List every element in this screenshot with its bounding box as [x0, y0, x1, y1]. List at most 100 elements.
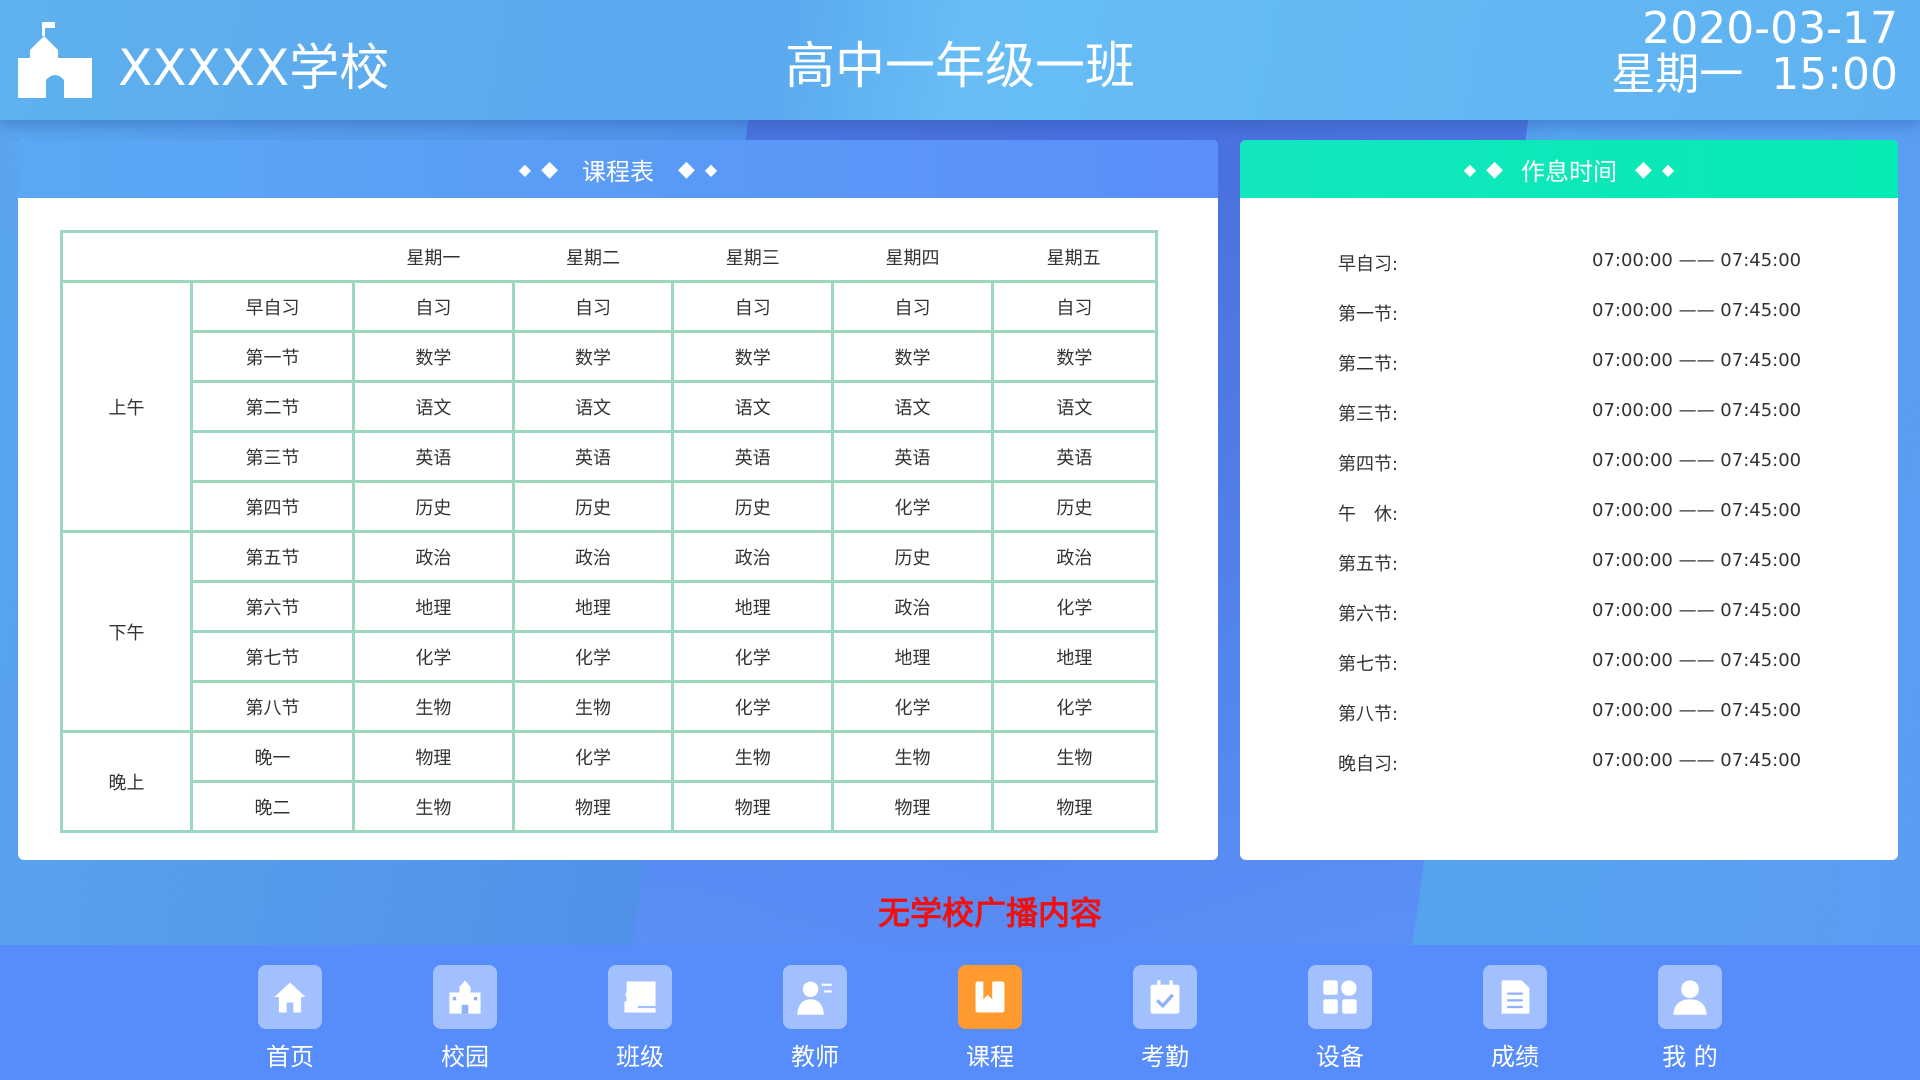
period-cell: 第八节 [190, 680, 355, 733]
schedule-row: 第七节: 07:00:00 —— 07:45:00 [1338, 650, 1818, 675]
table-row: 下午 第五节 政治 政治 政治 历史 政治 [60, 530, 1159, 733]
period-cell: 第四节 [190, 480, 355, 533]
grades-icon [1483, 965, 1547, 1029]
subject-cell: 语文 [671, 380, 835, 433]
subject-cell: 化学 [990, 680, 1159, 733]
teacher-icon [783, 965, 847, 1029]
nav-item-home[interactable]: 首页 [245, 965, 335, 1072]
subject-cell: 化学 [671, 630, 835, 683]
schedule-label: 第七节: [1338, 654, 1399, 675]
subject-cell: 语文 [990, 380, 1159, 433]
attendance-icon [1133, 965, 1197, 1029]
nav-item-grades[interactable]: 成绩 [1470, 965, 1560, 1072]
subject-cell: 数学 [352, 330, 515, 383]
schedule-title: 作息时间 [1521, 157, 1617, 186]
subject-cell: 物理 [352, 730, 515, 783]
subject-cell: 英语 [671, 430, 835, 483]
nav-item-course[interactable]: 课程 [945, 965, 1035, 1072]
period-cell: 第二节 [190, 380, 355, 433]
datetime: 2020-03-17 星期一 15:00 [1611, 6, 1898, 98]
table-row: 第六节 地理 地理 地理 政治 化学 [62, 580, 1159, 633]
diamond-icon: ◆ [678, 156, 695, 182]
schedule-label: 第八节: [1338, 704, 1399, 725]
time-of-day-cell: 晚上 [60, 730, 193, 833]
subject-cell: 化学 [831, 680, 994, 733]
subject-cell: 政治 [831, 580, 994, 633]
date: 2020-03-17 [1642, 3, 1898, 54]
schedule-time: 07:00:00 —— 07:45:00 [1592, 650, 1802, 671]
subject-cell: 化学 [511, 730, 675, 783]
subject-cell: 化学 [831, 480, 994, 533]
subject-cell: 英语 [511, 430, 675, 483]
schedule-row: 第二节: 07:00:00 —— 07:45:00 [1338, 350, 1818, 375]
subject-cell: 数学 [671, 330, 835, 383]
schedule-panel: ◆ ◆ 作息时间 ◆ ◆ 早自习: 07:00:00 —— 07:45:00 第一节: 0… [1240, 140, 1898, 860]
subject-cell: 政治 [990, 530, 1159, 583]
schedule-time: 07:00:00 —— 07:45:00 [1592, 400, 1802, 421]
period-cell: 晚一 [190, 730, 355, 783]
time-of-day-cell: 下午 [60, 530, 193, 733]
table-row: 晚二 生物 物理 物理 物理 物理 [62, 780, 1159, 833]
header-row: 星期一 星期二 星期三 星期四 星期五 [60, 230, 1159, 283]
subject-cell: 物理 [511, 780, 675, 833]
schedule-row: 早自习: 07:00:00 —— 07:45:00 [1338, 250, 1818, 275]
subject-cell: 历史 [511, 480, 675, 533]
diamond-icon: ◆ [541, 156, 558, 182]
nav-item-device[interactable]: 设备 [1295, 965, 1385, 1072]
table-row: 第一节 数学 数学 数学 数学 数学 [62, 330, 1159, 383]
diamond-icon: ◆ [1486, 156, 1503, 182]
subject-cell: 地理 [831, 630, 994, 683]
course-icon [958, 965, 1022, 1029]
schedule-row: 晚自习: 07:00:00 —— 07:45:00 [1338, 750, 1818, 775]
schedule-time: 07:00:00 —— 07:45:00 [1592, 500, 1802, 521]
schedule-header: ◆ ◆ 作息时间 ◆ ◆ [1240, 140, 1898, 198]
nav-item-teacher[interactable]: 教师 [770, 965, 860, 1072]
period-cell: 第三节 [190, 430, 355, 483]
subject-cell: 生物 [671, 730, 835, 783]
day-header: 星期四 [832, 230, 993, 283]
schedule-time: 07:00:00 —— 07:45:00 [1592, 250, 1802, 271]
table-row: 晚上 晚一 物理 化学 生物 生物 生物 [60, 730, 1159, 833]
subject-cell: 自习 [831, 280, 994, 333]
schedule-time: 07:00:00 —— 07:45:00 [1592, 750, 1802, 771]
subject-cell: 英语 [352, 430, 515, 483]
time-of-day-cell: 上午 [60, 280, 193, 533]
subject-cell: 历史 [352, 480, 515, 533]
schedule-label: 第六节: [1338, 604, 1399, 625]
nav-item-profile[interactable]: 我 的 [1645, 965, 1735, 1072]
top-header: XXXXX学校 高中一年级一班 2020-03-17 星期一 15:00 [0, 0, 1920, 120]
period-cell: 第六节 [190, 580, 355, 633]
period-cell: 第一节 [190, 330, 355, 383]
profile-icon [1658, 965, 1722, 1029]
day-header: 星期五 [992, 230, 1159, 283]
nav-item-campus[interactable]: 校园 [420, 965, 510, 1072]
schedule-time: 07:00:00 —— 07:45:00 [1592, 700, 1802, 721]
schedule-label: 晚自习: [1338, 754, 1399, 775]
subject-cell: 历史 [671, 480, 835, 533]
subject-cell: 自习 [671, 280, 835, 333]
schedule-time: 07:00:00 —— 07:45:00 [1592, 350, 1802, 371]
subject-cell: 英语 [990, 430, 1159, 483]
class-icon [608, 965, 672, 1029]
school-name: XXXXX学校 [118, 39, 390, 97]
schedule-label: 早自习: [1338, 254, 1399, 275]
subject-cell: 地理 [352, 580, 515, 633]
campus-icon [433, 965, 497, 1029]
subject-cell: 生物 [831, 730, 994, 783]
subject-cell: 生物 [511, 680, 675, 733]
schedule-time: 07:00:00 —— 07:45:00 [1592, 550, 1802, 571]
nav-label: 课程 [966, 1043, 1014, 1071]
diamond-icon: ◆ [1661, 159, 1675, 179]
subject-cell: 地理 [511, 580, 675, 633]
subject-cell: 物理 [831, 780, 994, 833]
subject-cell: 物理 [671, 780, 835, 833]
subject-cell: 英语 [831, 430, 994, 483]
nav-item-attendance[interactable]: 考勤 [1120, 965, 1210, 1072]
diamond-icon: ◆ [518, 159, 532, 179]
subject-cell: 数学 [831, 330, 994, 383]
timetable-table: 星期一 星期二 星期三 星期四 星期五 上午 早自习 自习 自习 自习 自习 自习 第一节 数学 数学 数学数… [60, 230, 1159, 833]
subject-cell: 政治 [671, 530, 835, 583]
nav-item-class[interactable]: 班级 [595, 965, 685, 1072]
subject-cell: 政治 [352, 530, 515, 583]
class-name: 高中一年级一班 [785, 37, 1135, 95]
